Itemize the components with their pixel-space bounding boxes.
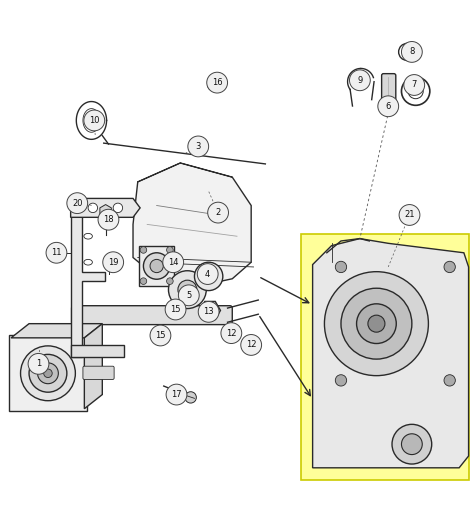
- Circle shape: [178, 285, 199, 306]
- Circle shape: [28, 353, 49, 374]
- Circle shape: [203, 271, 214, 282]
- Circle shape: [197, 264, 218, 284]
- Circle shape: [44, 369, 52, 377]
- Circle shape: [84, 110, 105, 131]
- Circle shape: [356, 304, 396, 344]
- FancyBboxPatch shape: [72, 306, 232, 324]
- FancyBboxPatch shape: [9, 335, 87, 411]
- Text: 9: 9: [357, 76, 363, 85]
- Circle shape: [188, 136, 209, 157]
- Polygon shape: [313, 238, 469, 468]
- FancyBboxPatch shape: [382, 74, 396, 113]
- Circle shape: [399, 204, 420, 226]
- Text: 12: 12: [226, 329, 237, 338]
- Circle shape: [246, 336, 257, 347]
- Circle shape: [349, 70, 370, 91]
- Polygon shape: [84, 323, 102, 409]
- Circle shape: [50, 249, 58, 257]
- Circle shape: [166, 384, 187, 405]
- Circle shape: [46, 243, 67, 263]
- Circle shape: [178, 280, 197, 299]
- Circle shape: [341, 288, 412, 359]
- Circle shape: [168, 271, 206, 308]
- Text: 21: 21: [404, 211, 415, 219]
- Circle shape: [140, 247, 147, 253]
- Text: 16: 16: [212, 78, 222, 87]
- Polygon shape: [71, 198, 140, 217]
- Text: 10: 10: [89, 116, 100, 125]
- Circle shape: [444, 375, 456, 386]
- Circle shape: [392, 424, 432, 464]
- Circle shape: [221, 323, 242, 344]
- Bar: [139, 246, 174, 286]
- Polygon shape: [71, 205, 105, 357]
- Polygon shape: [133, 163, 251, 286]
- Circle shape: [150, 325, 171, 346]
- Circle shape: [37, 363, 58, 384]
- Ellipse shape: [84, 260, 92, 265]
- Text: 11: 11: [51, 248, 62, 258]
- Circle shape: [241, 335, 262, 355]
- Circle shape: [166, 247, 173, 253]
- Circle shape: [166, 278, 173, 284]
- Bar: [156, 329, 167, 337]
- Circle shape: [194, 262, 223, 290]
- Circle shape: [335, 261, 346, 272]
- Polygon shape: [71, 345, 124, 357]
- Circle shape: [368, 315, 385, 332]
- Text: 18: 18: [103, 215, 114, 224]
- Circle shape: [29, 354, 67, 392]
- Text: 2: 2: [216, 208, 221, 217]
- Text: 3: 3: [196, 142, 201, 151]
- Circle shape: [401, 42, 422, 62]
- Circle shape: [198, 301, 219, 322]
- Circle shape: [185, 392, 196, 403]
- Text: 4: 4: [205, 269, 210, 279]
- Bar: [169, 303, 180, 311]
- Circle shape: [163, 252, 183, 272]
- Bar: [301, 234, 469, 479]
- Circle shape: [98, 209, 119, 230]
- Circle shape: [404, 75, 425, 95]
- Circle shape: [140, 278, 147, 284]
- Text: 15: 15: [155, 331, 166, 340]
- FancyBboxPatch shape: [83, 366, 114, 380]
- Circle shape: [444, 261, 456, 272]
- Circle shape: [324, 272, 428, 375]
- Circle shape: [207, 72, 228, 93]
- Circle shape: [144, 253, 170, 279]
- Circle shape: [150, 260, 163, 272]
- Ellipse shape: [84, 233, 92, 239]
- Text: 17: 17: [171, 390, 182, 399]
- Text: 5: 5: [186, 291, 191, 300]
- Polygon shape: [11, 323, 102, 338]
- Circle shape: [88, 203, 98, 213]
- Text: 13: 13: [203, 307, 214, 316]
- Text: 8: 8: [409, 47, 415, 57]
- Circle shape: [208, 202, 228, 223]
- Circle shape: [227, 325, 238, 336]
- Text: 12: 12: [246, 340, 256, 350]
- Text: 6: 6: [385, 102, 391, 111]
- Circle shape: [378, 96, 399, 117]
- Text: 14: 14: [168, 258, 178, 267]
- Circle shape: [103, 252, 124, 272]
- Circle shape: [67, 193, 88, 214]
- Circle shape: [335, 375, 346, 386]
- Circle shape: [165, 299, 186, 320]
- Text: 19: 19: [108, 258, 118, 267]
- Text: 1: 1: [36, 359, 41, 368]
- Circle shape: [401, 434, 422, 455]
- Text: 20: 20: [72, 199, 82, 208]
- Text: 7: 7: [411, 80, 417, 90]
- Circle shape: [20, 346, 75, 401]
- Circle shape: [113, 203, 123, 213]
- Text: 15: 15: [170, 305, 181, 314]
